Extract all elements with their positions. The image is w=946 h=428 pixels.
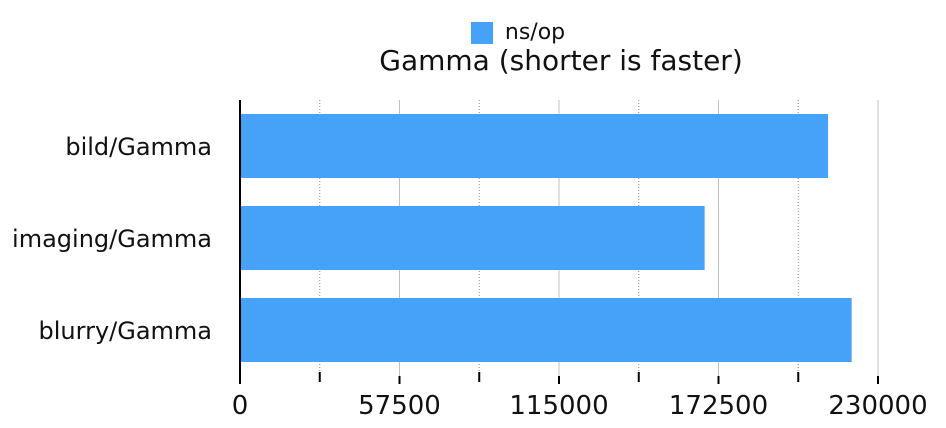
legend: ns/op [45,20,946,45]
chart-title: Gamma (shorter is faster) [379,44,743,77]
y-category-label: bild/Gamma [65,133,212,161]
x-tick-label: 0 [232,391,249,421]
legend-label: ns/op [504,20,566,45]
legend-swatch [470,21,493,44]
bar [240,114,829,178]
y-category-label: imaging/Gamma [12,225,212,253]
x-tick-label: 115000 [509,391,608,421]
x-tick-label: 172500 [669,391,768,421]
x-tick-label: 230000 [828,391,927,421]
y-category-label: blurry/Gamma [39,317,212,345]
bar [240,206,705,270]
x-tick-label: 57500 [358,391,441,421]
bar [240,298,852,362]
